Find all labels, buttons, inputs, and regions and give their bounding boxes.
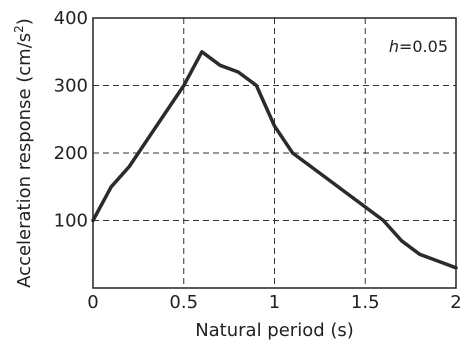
- series-layer: [91, 50, 458, 270]
- data-point: [291, 151, 294, 155]
- data-point: [128, 165, 131, 168]
- x-axis-label: Natural period (s): [195, 320, 354, 341]
- y-axis-label-superscript: 2: [12, 25, 26, 33]
- data-point: [146, 138, 149, 141]
- data-point: [164, 111, 167, 114]
- data-point: [182, 84, 185, 87]
- y-tick-label: 200: [54, 143, 88, 164]
- data-point: [237, 70, 240, 74]
- grid-lines: [93, 18, 456, 288]
- data-point: [109, 185, 113, 188]
- damping-annotation-var: h: [389, 37, 399, 56]
- plot-frame: [92, 17, 457, 289]
- x-tick-label: 2: [450, 292, 461, 313]
- y-axis-label: Acceleration response (cm/s2): [12, 18, 35, 288]
- data-point: [218, 64, 222, 67]
- data-point: [273, 124, 276, 128]
- data-point: [200, 50, 204, 53]
- y-tick-label: 300: [54, 76, 88, 97]
- x-tick-label: 0.5: [169, 292, 198, 313]
- y-tick-labels: 100 200 300 400: [54, 8, 88, 232]
- data-point: [382, 219, 385, 222]
- x-tick-labels: 0 0.5 1 1.5 2: [87, 292, 461, 313]
- x-tick-label: 0: [87, 292, 98, 313]
- data-point: [400, 239, 403, 242]
- data-point: [436, 259, 440, 263]
- data-point: [255, 84, 258, 87]
- data-point: [364, 205, 367, 209]
- y-tick-label: 400: [54, 8, 88, 29]
- data-point: [418, 253, 421, 256]
- y-axis-label-tail: ): [14, 18, 35, 25]
- damping-annotation-value: =0.05: [399, 37, 448, 56]
- data-point: [309, 165, 312, 168]
- x-tick-label: 1.5: [351, 292, 380, 313]
- data-point: [327, 178, 331, 182]
- x-tick-label: 1: [269, 292, 280, 313]
- damping-annotation: h=0.05: [389, 37, 448, 56]
- y-axis-label-main: Acceleration response (cm/s: [14, 33, 35, 288]
- data-point: [345, 192, 349, 195]
- y-tick-label: 100: [54, 211, 88, 232]
